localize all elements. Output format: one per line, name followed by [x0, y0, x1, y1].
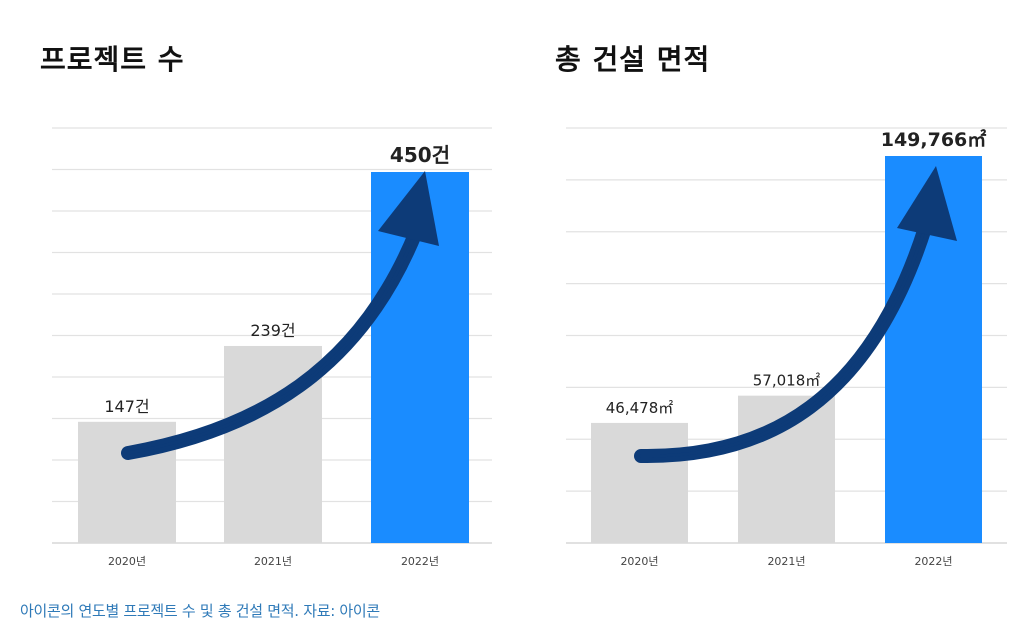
value-label-1: 57,018㎡ [753, 372, 821, 390]
category-label-1: 2021년 [254, 555, 292, 568]
trend-arrow-tail [126, 230, 418, 455]
category-label-0: 2020년 [620, 555, 658, 568]
category-label-2: 2022년 [914, 555, 952, 568]
value-label-2: 450건 [390, 143, 450, 167]
trend-arrow-tail [639, 226, 927, 458]
value-label-1: 239건 [250, 321, 295, 340]
trend-arrow-shaft [634, 221, 932, 464]
chart-panel-projects: 프로젝트 수 147건 2020년 239건 2021년 450건 2022년 [0, 0, 510, 590]
value-label-0: 147건 [104, 397, 149, 416]
trend-arrow-head [378, 171, 439, 246]
trend-arrow-head [897, 166, 957, 241]
category-label-2: 2022년 [401, 555, 439, 568]
chart-area: 46,478㎡ 2020년 57,018㎡ 2021년 149,766㎡ 2022년 [566, 127, 1007, 568]
category-label-1: 2021년 [767, 555, 805, 568]
value-label-2: 149,766㎡ [881, 128, 987, 151]
chart-title-projects: 프로젝트 수 [40, 43, 185, 76]
trend-arrow [121, 171, 439, 460]
trend-arrow [634, 166, 957, 464]
chart-panel-area: 총 건설 면적 46,478㎡ 2020년 57,018㎡ 2021년 149,766㎡… [513, 0, 1027, 590]
value-label-0: 46,478㎡ [606, 399, 674, 417]
bar-0 [591, 422, 688, 543]
chart-title-area: 총 건설 면적 [555, 43, 711, 76]
category-label-0: 2020년 [108, 555, 146, 568]
figure-caption: 아이콘의 연도별 프로젝트 수 및 총 건설 면적. 자료: 아이콘 [20, 602, 380, 620]
chart-projects: 147건 2020년 239건 2021년 450건 2022년 [52, 127, 492, 568]
